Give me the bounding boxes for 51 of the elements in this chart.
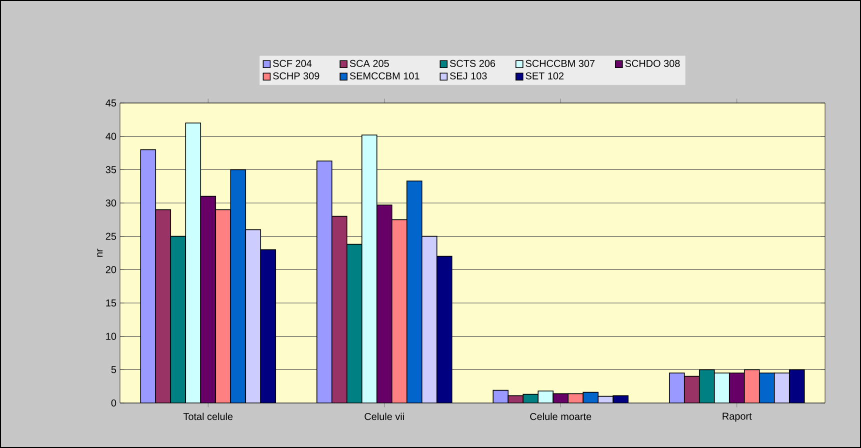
bar	[391, 219, 408, 403]
bar	[714, 372, 730, 403]
legend-label: SCF 204	[273, 60, 312, 67]
legend-label: SEJ 103	[450, 72, 487, 80]
legend-label: SCHCCBM 307	[526, 60, 595, 67]
bar	[316, 160, 332, 403]
bar	[245, 229, 262, 403]
y-axis-title: nr	[97, 248, 103, 257]
bar	[140, 149, 156, 403]
bar	[185, 122, 202, 403]
x-tick-label: Raport	[722, 412, 752, 422]
y-tick-label: 40	[106, 132, 116, 140]
bar	[376, 204, 392, 403]
bar	[346, 244, 362, 403]
bar	[331, 216, 348, 403]
x-tick-label: Celule vii	[364, 412, 404, 420]
y-tick-label: 10	[106, 332, 116, 340]
x-tick-label: Celule moarte	[530, 412, 592, 420]
bar	[230, 169, 246, 403]
bar	[155, 209, 172, 403]
y-tick-label: 5	[111, 366, 116, 374]
bar	[436, 256, 452, 403]
bar	[406, 180, 422, 403]
y-tick-label: 30	[106, 199, 116, 207]
x-tick-label: Total celule	[183, 412, 233, 420]
y-tick-label: 20	[106, 266, 116, 274]
bar	[698, 369, 715, 403]
legend-label: SEMCCBM 101	[350, 72, 420, 80]
y-tick-label: 35	[106, 166, 116, 174]
bar	[170, 236, 186, 403]
legend-label: SCHDO 308	[625, 60, 680, 67]
bar	[758, 372, 775, 403]
bar	[744, 369, 760, 403]
y-tick-label: 15	[106, 300, 116, 306]
y-tick-label: 45	[106, 100, 116, 106]
legend-label: SET 102	[526, 72, 564, 80]
y-tick-label: 25	[106, 232, 116, 240]
legend-label: SCA 205	[350, 60, 389, 67]
bar	[215, 209, 232, 403]
y-tick-label: 0	[111, 399, 116, 407]
legend-label: SCTS 206	[450, 60, 496, 67]
bar	[788, 369, 805, 403]
bar	[421, 236, 438, 403]
bar	[361, 134, 378, 403]
bar	[200, 196, 216, 403]
bar	[774, 372, 790, 403]
bar	[684, 376, 700, 403]
bar	[668, 372, 685, 403]
legend-label: SCHP 309	[273, 72, 320, 80]
bar	[728, 372, 745, 403]
bar	[260, 249, 276, 403]
